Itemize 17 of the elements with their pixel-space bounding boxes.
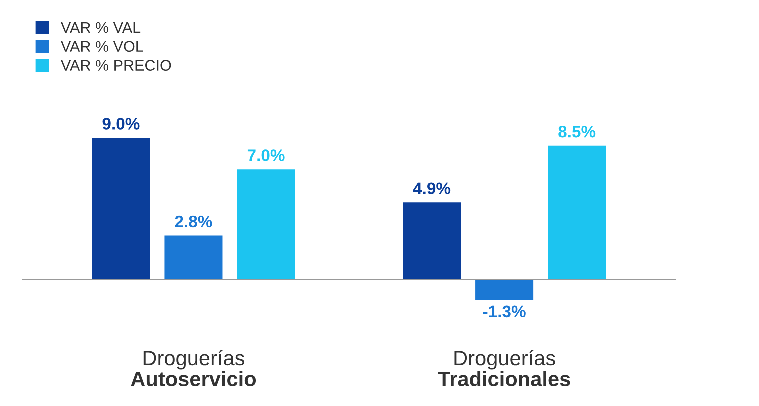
legend-label: VAR % VOL — [61, 41, 144, 52]
data-label: 9.0% — [102, 118, 140, 130]
bar — [548, 146, 606, 280]
legend-label: VAR % PRECIO — [61, 60, 172, 71]
legend-label: VAR % VAL — [61, 22, 141, 34]
bar — [237, 170, 296, 280]
bar — [476, 280, 534, 300]
bar — [92, 138, 150, 280]
data-label: 8.5% — [558, 126, 596, 138]
bar — [164, 236, 223, 280]
bar — [403, 202, 462, 280]
data-label: 2.8% — [175, 216, 212, 228]
data-label: 4.9% — [413, 182, 451, 195]
x-tick-label: Droguerías Tradicionales — [438, 350, 570, 387]
data-label: -1.3% — [483, 306, 526, 318]
data-label: 7.0% — [248, 150, 285, 162]
x-tick-label: Droguerías Autoservicio — [131, 350, 256, 387]
